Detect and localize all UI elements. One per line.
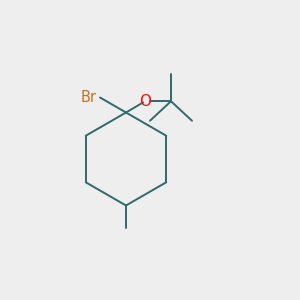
Text: Br: Br: [81, 90, 97, 105]
Text: O: O: [140, 94, 152, 109]
